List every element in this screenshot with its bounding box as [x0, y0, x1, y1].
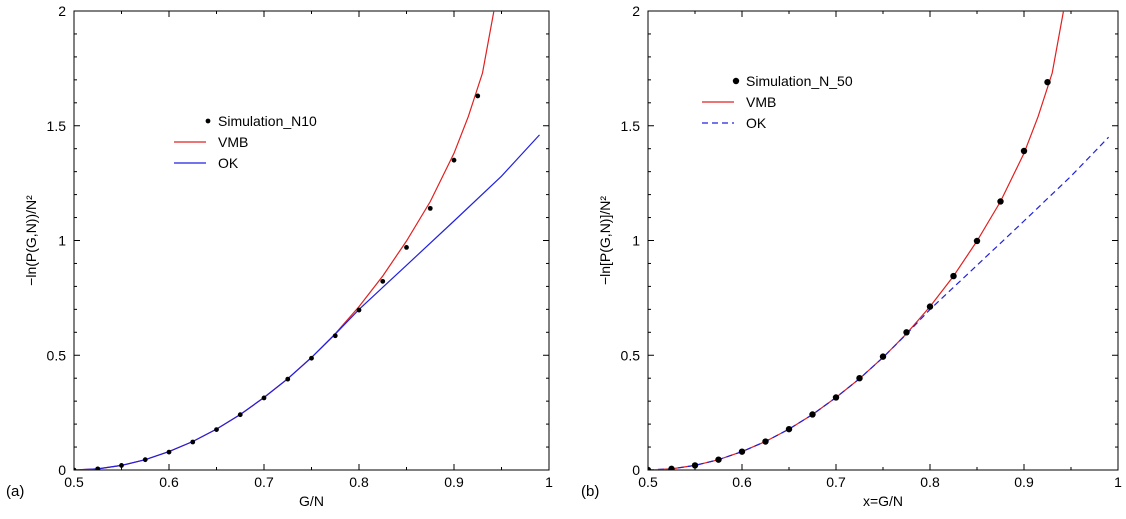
- x-tick-label: 0.5: [638, 474, 658, 490]
- y-tick-label: 1: [58, 233, 66, 249]
- data-point: [451, 157, 457, 163]
- data-point: [715, 456, 722, 463]
- series-line-ok: [74, 134, 540, 470]
- legend-label: OK: [218, 155, 239, 171]
- plot-frame: [73, 10, 550, 471]
- x-tick-label: 0.6: [159, 474, 179, 490]
- data-point: [95, 466, 101, 470]
- y-tick-label: 1: [632, 233, 640, 249]
- legend-label: OK: [746, 115, 767, 131]
- data-point: [668, 465, 675, 470]
- data-point: [950, 272, 957, 280]
- data-point: [214, 427, 219, 433]
- plot-area: [648, 11, 1110, 470]
- y-tick-label: 0.5: [621, 347, 641, 363]
- legend-marker: [205, 118, 211, 124]
- data-point: [973, 237, 981, 245]
- x-tick-label: 0.6: [732, 474, 752, 490]
- x-tick-label: 0.5: [64, 474, 84, 490]
- x-tick-label: 1: [545, 474, 553, 490]
- data-point: [261, 395, 267, 401]
- y-axis-label: −ln[P(G,N)]/N²: [597, 196, 613, 285]
- legend-label: VMB: [746, 94, 776, 110]
- x-tick-label: 0.7: [826, 474, 846, 490]
- plot-area: [74, 11, 540, 470]
- data-point: [190, 439, 196, 445]
- y-axis-label: −ln(P(G,N))/N²: [23, 195, 39, 286]
- data-point: [404, 244, 409, 250]
- x-tick-label: 1: [1114, 474, 1122, 490]
- legend-label: Simulation_N10: [218, 113, 317, 129]
- y-tick-label: 1.5: [47, 118, 67, 134]
- panel-a: 0.5 0.6 0.7 0.8 0.9 100.511.52G/N−ln(P(G,N))/…: [6, 3, 553, 509]
- x-axis-label: G/N: [299, 493, 324, 509]
- x-tick-label: 0.8: [920, 474, 940, 490]
- data-point: [166, 449, 172, 455]
- y-tick-label: 0: [632, 462, 640, 478]
- series-line-vmb: [648, 11, 1065, 470]
- data-point: [119, 463, 124, 468]
- data-point: [879, 353, 887, 360]
- data-point: [285, 376, 291, 382]
- series-line-ok: [648, 136, 1110, 470]
- legend: Simulation_N10 VMB OK: [174, 113, 317, 171]
- series-line-vmb: [74, 11, 495, 470]
- data-point: [997, 198, 1004, 205]
- data-point: [74, 467, 77, 470]
- data-point: [648, 466, 652, 470]
- legend: Simulation_N_50 VMB OK: [702, 73, 853, 131]
- y-tick-label: 2: [632, 3, 640, 19]
- legend-marker: [732, 77, 740, 85]
- data-point: [856, 375, 863, 382]
- x-tick-label: 0.8: [349, 474, 369, 490]
- panel-b: 0.5 0.6 0.7 0.8 0.9 100.511.52x=G/N−ln[P(G,N)…: [581, 3, 1122, 509]
- data-point: [738, 448, 746, 455]
- y-tick-label: 0.5: [47, 347, 67, 363]
- data-point: [832, 394, 840, 401]
- y-tick-label: 1.5: [621, 118, 641, 134]
- data-point: [142, 457, 148, 463]
- data-point: [762, 438, 769, 445]
- data-point: [237, 412, 243, 418]
- data-point: [785, 425, 793, 433]
- y-tick-label: 2: [58, 3, 66, 19]
- legend-label: Simulation_N_50: [746, 73, 853, 89]
- data-point: [332, 333, 338, 339]
- data-point: [691, 462, 699, 469]
- data-point: [475, 93, 481, 99]
- data-point: [356, 307, 362, 313]
- data-point: [926, 303, 934, 310]
- legend-label: VMB: [218, 134, 248, 150]
- data-point: [309, 355, 314, 361]
- data-point: [1020, 147, 1028, 155]
- data-point: [1044, 78, 1051, 86]
- data-point: [427, 205, 433, 211]
- data-point: [809, 411, 816, 418]
- y-tick-label: 0: [58, 462, 66, 478]
- data-point: [903, 329, 910, 336]
- x-axis-label: x=G/N: [863, 493, 903, 509]
- panel-label: (b): [581, 483, 599, 500]
- x-tick-label: 0.9: [444, 474, 464, 490]
- panel-label: (a): [6, 483, 24, 500]
- x-tick-label: 0.9: [1014, 474, 1034, 490]
- data-point: [380, 278, 386, 284]
- x-tick-label: 0.7: [254, 474, 274, 490]
